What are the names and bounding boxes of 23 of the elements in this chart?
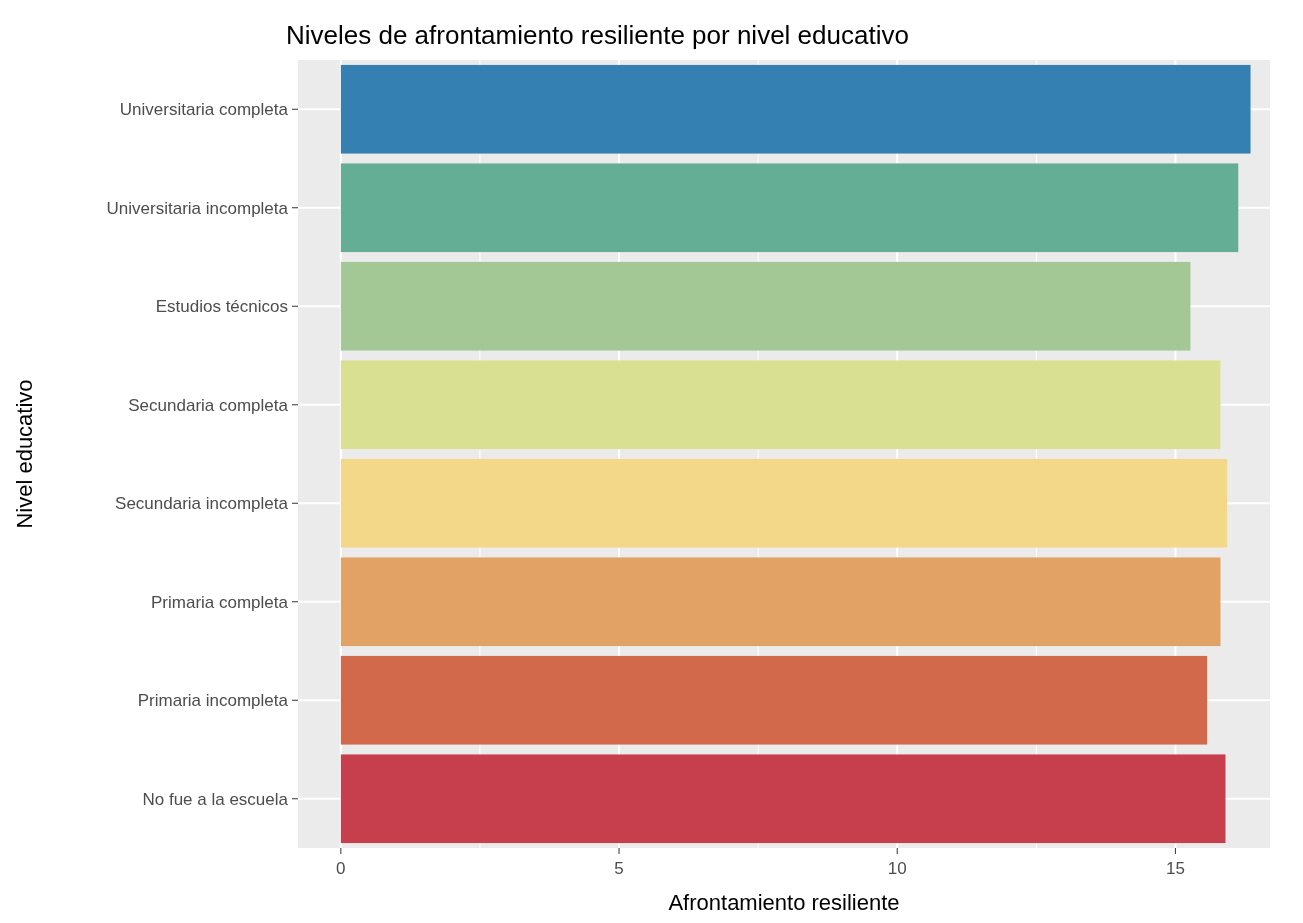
bar: [340, 655, 1208, 745]
x-tick-label: 10: [887, 859, 907, 878]
y-tick-label: Universitaria completa: [119, 100, 289, 120]
x-tick-label: 5: [614, 859, 624, 878]
y-tick-label: Secundaria incompleta: [115, 494, 289, 514]
chart-title: Niveles de afrontamiento resiliente por nivel educativo: [286, 20, 909, 50]
bar: [340, 360, 1221, 450]
x-axis-title: Afrontamiento resiliente: [668, 890, 900, 915]
y-tick-label: Secundaria completa: [128, 395, 289, 415]
x-tick-label: 0: [336, 859, 346, 878]
bar: [340, 64, 1251, 154]
bar: [340, 163, 1239, 253]
bar: [340, 261, 1191, 351]
y-tick-label: Estudios técnicos: [155, 297, 288, 317]
y-tick-label: Primaria completa: [151, 592, 289, 612]
y-axis-title: Nivel educativo: [12, 379, 37, 529]
y-tick-label: Universitaria incompleta: [106, 198, 289, 218]
bar: [340, 557, 1221, 647]
y-tick-label: No fue a la escuela: [142, 789, 289, 809]
x-tick-label: 15: [1165, 859, 1185, 878]
bar: [340, 754, 1226, 844]
y-tick-label: Primaria incompleta: [137, 691, 289, 711]
bar: [340, 458, 1228, 548]
